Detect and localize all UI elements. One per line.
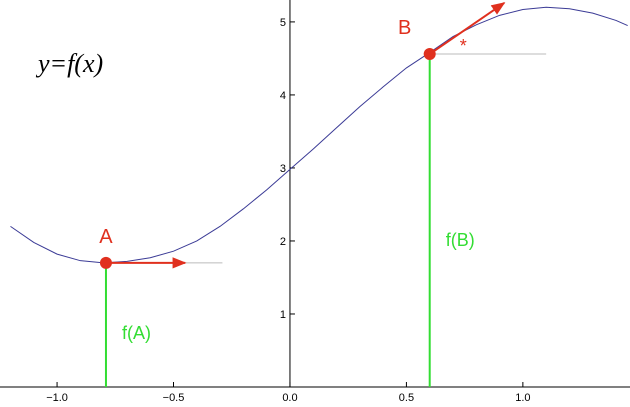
y-tick-label: 2 [280, 236, 286, 248]
y-tick-label: 4 [280, 90, 286, 102]
x-tick-label: 0.5 [399, 392, 414, 404]
x-tick-label: 1.0 [515, 392, 530, 404]
point-label: B [398, 17, 411, 39]
curve [10, 6, 628, 264]
x-tick-label: 0.0 [282, 392, 297, 404]
angle-mark: * [460, 36, 467, 56]
y-tick-label: 3 [280, 163, 286, 175]
x-tick-label: −1.0 [46, 392, 68, 404]
value-label: f(A) [122, 323, 151, 343]
point [99, 256, 112, 269]
tangent-arrow [429, 2, 506, 55]
y-tick-label: 1 [280, 309, 286, 321]
y-tick-label: 5 [280, 17, 286, 29]
value-label: f(B) [446, 230, 475, 250]
point-label: A [99, 226, 113, 248]
x-tick-label: −0.5 [163, 392, 185, 404]
chart-title: y=f(x) [35, 49, 103, 78]
point [423, 48, 436, 61]
